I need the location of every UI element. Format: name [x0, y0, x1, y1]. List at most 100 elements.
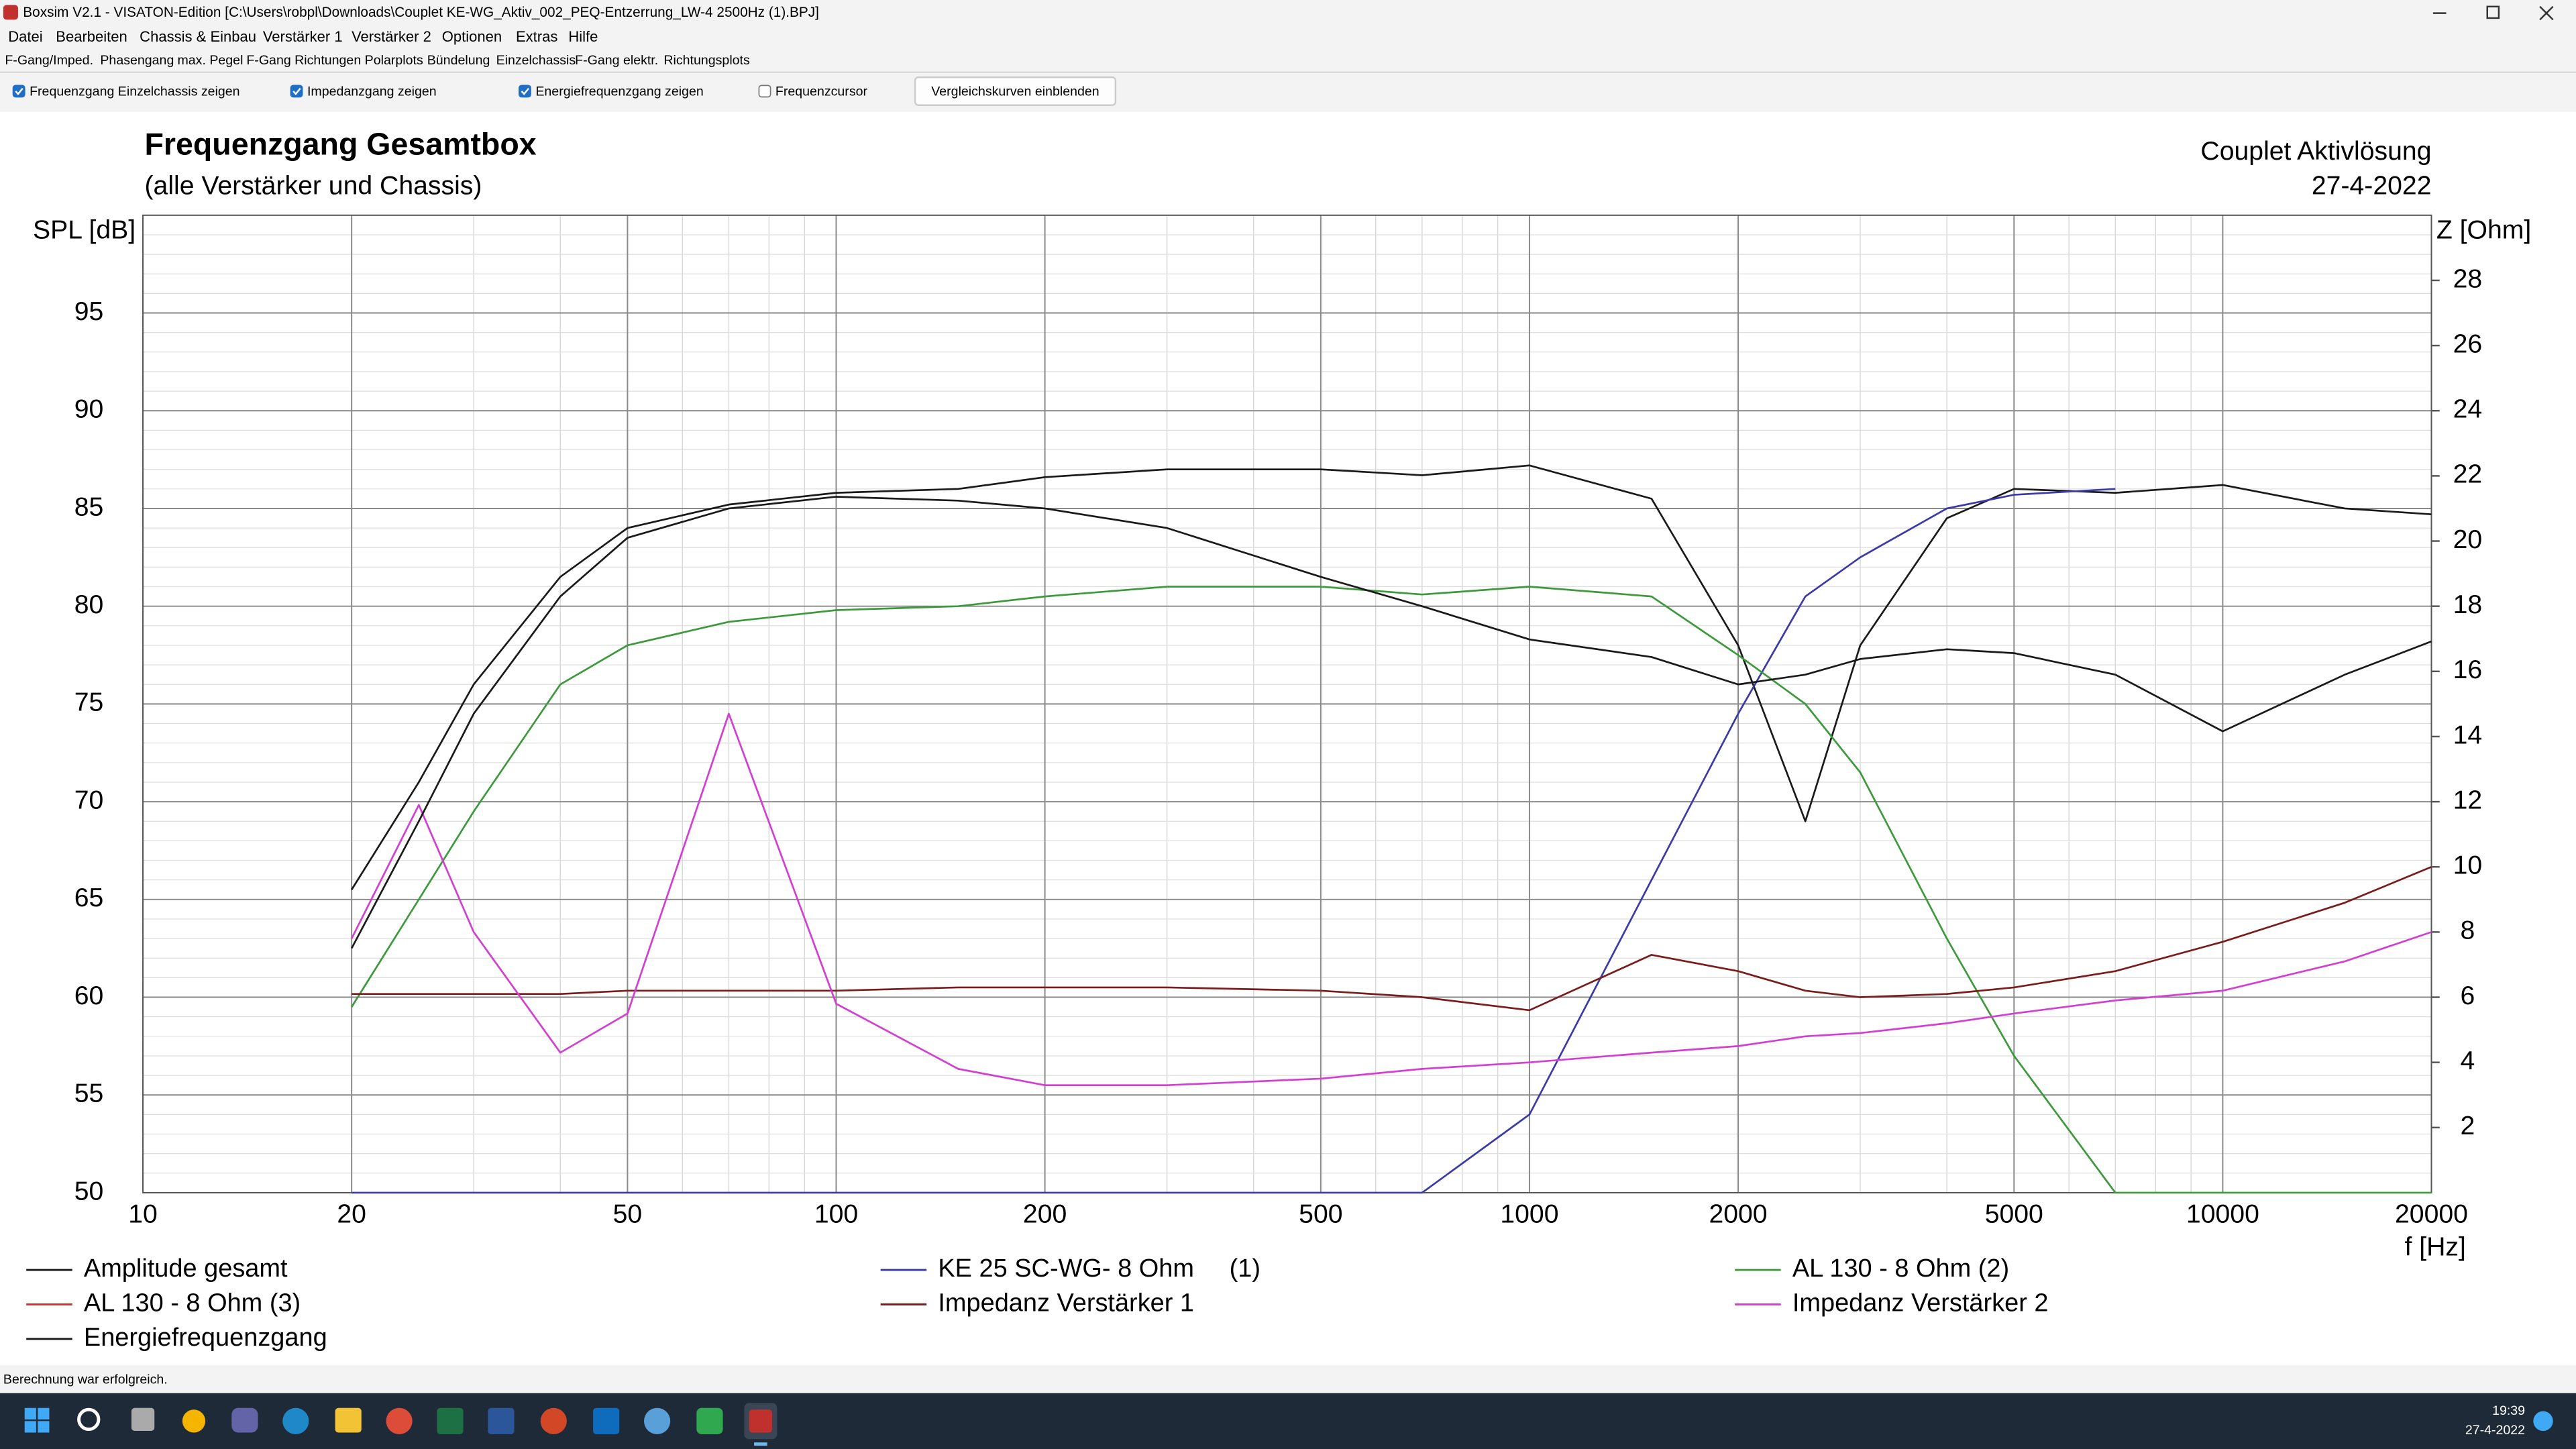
- chart-subtitle: (alle Verstärker und Chassis): [145, 172, 482, 201]
- tab[interactable]: F-Gang/Imped.: [5, 53, 93, 68]
- restore-button[interactable]: [2486, 5, 2500, 19]
- series-line: [351, 586, 2432, 1194]
- app-icon[interactable]: [488, 1407, 515, 1434]
- y2-axis-label: Z [Ohm]: [2436, 216, 2531, 245]
- tab[interactable]: F-Gang Richtungen: [246, 53, 361, 68]
- y-tick-label: 85: [74, 492, 104, 521]
- menu-item[interactable]: Datei: [8, 28, 42, 45]
- checkbox[interactable]: [290, 85, 303, 98]
- app-icon[interactable]: [437, 1407, 464, 1434]
- app-icon[interactable]: [749, 1409, 773, 1433]
- taskbar: [0, 1393, 2576, 1449]
- checkmark: [521, 87, 530, 95]
- menu-item[interactable]: Extras: [516, 28, 557, 45]
- checkbox[interactable]: [519, 85, 531, 98]
- legend-label: Impedanz Verstärker 2: [1792, 1289, 2049, 1318]
- y2-tick-label: 4: [2460, 1046, 2475, 1075]
- menu-item[interactable]: Chassis & Einbau: [140, 28, 256, 45]
- y-tick-label: 55: [74, 1079, 104, 1108]
- menu-item[interactable]: Optionen: [442, 28, 502, 45]
- y2-tick-label: 6: [2460, 981, 2475, 1010]
- series-line: [351, 464, 2432, 890]
- checkbox-label[interactable]: Frequenzgang Einzelchassis zeigen: [30, 84, 239, 99]
- start-button[interactable]: [38, 1421, 50, 1433]
- app-icon: [3, 5, 18, 20]
- series-line: [352, 866, 2432, 1012]
- x-tick-label: 10: [128, 1200, 158, 1229]
- app-icon[interactable]: [386, 1407, 413, 1434]
- app-icon[interactable]: [231, 1407, 258, 1433]
- y2-tick-label: 14: [2453, 720, 2483, 749]
- notification-icon[interactable]: [2533, 1411, 2553, 1432]
- series-line: [352, 488, 2116, 1194]
- y2-tick-label: 20: [2453, 525, 2483, 554]
- close-button[interactable]: [2539, 5, 2554, 21]
- y-tick-label: 50: [74, 1177, 104, 1205]
- start-button[interactable]: [24, 1407, 36, 1419]
- app-icon[interactable]: [335, 1407, 362, 1433]
- y-tick-label: 70: [74, 786, 104, 814]
- y-tick-label: 75: [74, 688, 104, 717]
- start-button[interactable]: [38, 1407, 50, 1419]
- x-tick-label: 10000: [2186, 1200, 2259, 1229]
- y2-tick-label: 16: [2453, 655, 2483, 684]
- tab[interactable]: Polarplots: [365, 53, 423, 68]
- x-tick-label: 2000: [1709, 1200, 1767, 1229]
- tab[interactable]: F-Gang elektr.: [575, 53, 658, 68]
- menu-item[interactable]: Verstärker 1: [263, 28, 343, 45]
- y-tick-label: 95: [74, 297, 104, 326]
- chart-annotation: 27-4-2022: [2312, 172, 2432, 201]
- x-tick-label: 20: [337, 1200, 366, 1229]
- legend-label: AL 130 - 8 Ohm (3): [84, 1289, 301, 1318]
- status-text: Berechnung war erfolgreich.: [3, 1372, 168, 1387]
- x-tick-label: 500: [1299, 1200, 1342, 1229]
- checkbox-label[interactable]: Energiefrequenzgang zeigen: [535, 84, 703, 99]
- taskview-icon[interactable]: [131, 1407, 155, 1432]
- y2-tick-label: 12: [2453, 786, 2483, 814]
- y2-tick-label: 22: [2453, 460, 2483, 489]
- status-bar: [0, 1365, 2576, 1393]
- menu-item[interactable]: Hilfe: [568, 28, 598, 45]
- window-title: Boxsim V2.1 - VISATON-Edition [C:\Users\…: [23, 5, 819, 20]
- app-icon[interactable]: [182, 1409, 206, 1433]
- taskbar-icons: [24, 1403, 2553, 1446]
- tab[interactable]: Bündelung: [427, 53, 490, 68]
- app-icon[interactable]: [540, 1407, 567, 1434]
- button-label[interactable]: Vergleichskurven einblenden: [931, 84, 1099, 99]
- search-icon[interactable]: [77, 1407, 101, 1432]
- app-icon[interactable]: [696, 1407, 723, 1434]
- app-icon[interactable]: [644, 1407, 671, 1434]
- legend-label: Amplitude gesamt: [84, 1254, 288, 1283]
- tab[interactable]: Richtungsplots: [663, 53, 750, 68]
- checkmark: [15, 87, 23, 95]
- x-tick-label: 50: [613, 1200, 643, 1229]
- menu-item[interactable]: Verstärker 2: [352, 28, 431, 45]
- active-indicator: [754, 1442, 767, 1446]
- x-tick-label: 100: [814, 1200, 858, 1229]
- tab[interactable]: max. Pegel: [177, 53, 243, 68]
- y2-tick-label: 10: [2453, 851, 2483, 880]
- menu-item[interactable]: Bearbeiten: [56, 28, 127, 45]
- x-axis-label: f [Hz]: [2404, 1233, 2465, 1262]
- window-chrome: [0, 0, 2576, 112]
- chart-panel: [0, 111, 2576, 1364]
- legend-label: AL 130 - 8 Ohm (2): [1792, 1254, 2009, 1283]
- start-button[interactable]: [24, 1421, 36, 1433]
- legend-label: Energiefrequenzgang: [84, 1324, 327, 1352]
- checkbox-label[interactable]: Impedanzgang zeigen: [307, 84, 437, 99]
- button[interactable]: [914, 76, 1117, 106]
- y2-tick-label: 2: [2460, 1112, 2475, 1140]
- clock-date: 27-4-2022: [2465, 1423, 2525, 1438]
- chart-annotation: Couplet Aktivlösung: [2200, 137, 2431, 166]
- checkbox[interactable]: [12, 85, 25, 98]
- app-icon[interactable]: [593, 1407, 620, 1434]
- app-icon[interactable]: [282, 1407, 309, 1434]
- checkbox-label[interactable]: Frequenzcursor: [775, 84, 868, 99]
- checkbox[interactable]: [758, 85, 771, 98]
- tab[interactable]: Einzelchassis: [496, 53, 576, 68]
- legend-label: KE 25 SC-WG- 8 Ohm (1): [938, 1254, 1260, 1283]
- tab[interactable]: Phasengang: [100, 53, 174, 68]
- checkmark: [292, 87, 301, 95]
